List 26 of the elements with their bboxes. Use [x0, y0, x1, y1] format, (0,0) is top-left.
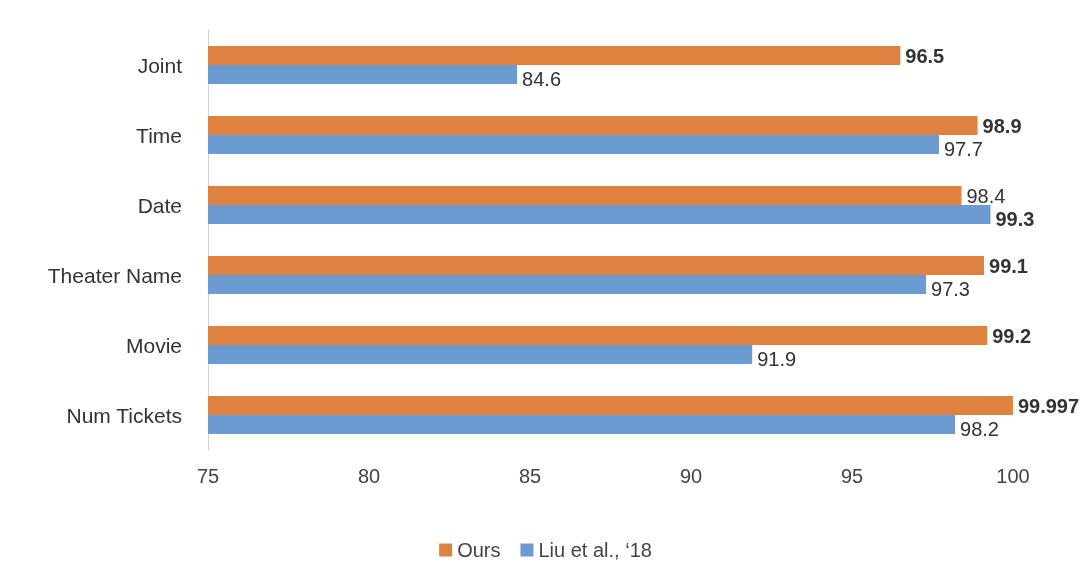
legend-label: Liu et al., ‘18 — [538, 539, 652, 561]
data-label: 91.9 — [757, 347, 797, 370]
x-tick-label: 75 — [196, 465, 220, 487]
data-label: 99.997 — [1017, 394, 1080, 417]
legend-label: Ours — [457, 539, 501, 561]
x-tick-label: 95 — [840, 465, 864, 487]
y-tick-label: Date — [137, 193, 182, 217]
data-label: 99.2 — [992, 324, 1032, 347]
x-tick-label: 100 — [996, 465, 1030, 487]
data-label: 97.3 — [931, 277, 970, 300]
x-tick-label: 90 — [679, 465, 703, 487]
data-label: 99.1 — [989, 254, 1028, 277]
y-tick-label: Theater Name — [47, 263, 182, 287]
data-label: 84.6 — [522, 67, 562, 90]
data-label: 98.9 — [982, 114, 1022, 137]
data-label: 99.3 — [995, 207, 1035, 230]
y-tick-label: Joint — [137, 53, 183, 77]
y-tick-label: Time — [136, 123, 182, 147]
data-label: 98.2 — [960, 417, 999, 440]
data-label: 97.7 — [943, 137, 983, 160]
x-tick-label: 80 — [357, 465, 381, 487]
y-tick-label: Num Tickets — [66, 403, 182, 427]
data-label: 98.4 — [966, 184, 1006, 207]
y-tick-label: Movie — [125, 333, 182, 357]
x-tick-label: 85 — [518, 465, 542, 487]
data-label: 96.5 — [905, 44, 945, 67]
